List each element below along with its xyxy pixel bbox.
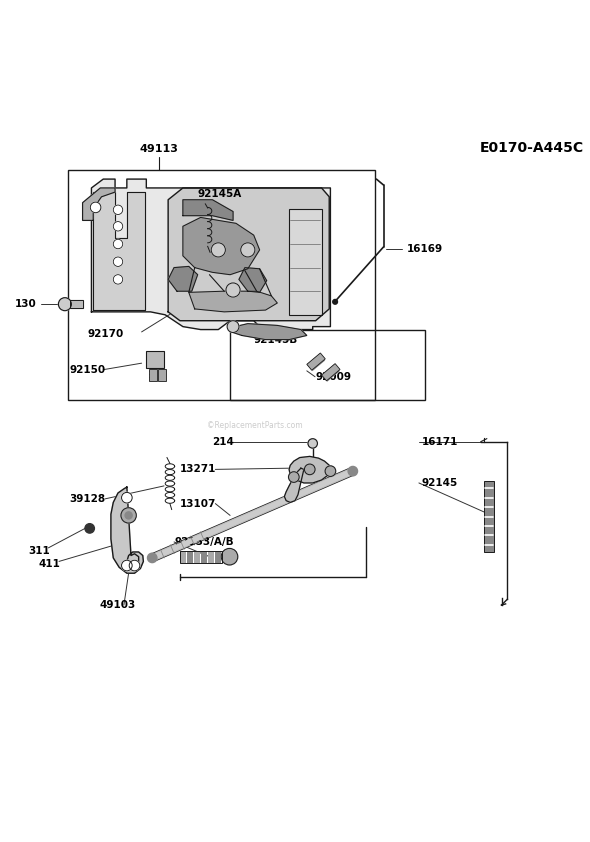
Bar [307,354,320,365]
Bar [201,551,207,562]
Polygon shape [189,291,277,312]
Text: 13271: 13271 [180,465,217,474]
Text: 92009: 92009 [316,372,352,381]
Text: ©ReplacementParts.com: ©ReplacementParts.com [206,421,302,430]
Text: 49103: 49103 [99,600,135,610]
Bar [322,365,335,376]
Bar [194,551,200,562]
Text: 311: 311 [28,546,50,556]
Bar [215,551,221,562]
Bar [326,370,340,381]
Circle shape [113,257,123,266]
Circle shape [121,508,136,523]
Circle shape [333,300,337,304]
Text: 13107: 13107 [180,498,217,509]
Circle shape [325,466,336,477]
Bar [309,355,322,367]
Circle shape [227,321,239,333]
Polygon shape [168,188,329,321]
Polygon shape [91,179,330,335]
Bar [307,353,325,370]
Bar [310,357,324,370]
Polygon shape [183,217,260,274]
Text: 411: 411 [38,559,60,569]
Bar [484,481,494,552]
Circle shape [226,283,240,297]
Circle shape [304,464,315,475]
Circle shape [211,242,225,257]
Circle shape [348,466,358,476]
Bar [180,551,222,562]
Circle shape [58,298,71,311]
Bar [323,366,337,378]
Bar [324,368,339,380]
Circle shape [289,472,299,482]
Polygon shape [230,323,307,339]
Text: 92153/A/B: 92153/A/B [174,537,234,547]
Circle shape [221,548,238,565]
Circle shape [85,524,94,533]
Bar [70,300,83,308]
Circle shape [129,560,140,571]
Circle shape [308,439,317,448]
Text: 49113: 49113 [140,144,179,154]
Polygon shape [168,266,198,291]
Circle shape [113,239,123,248]
Text: E0170-A445C: E0170-A445C [480,141,584,155]
Circle shape [148,553,157,562]
Text: 92145A: 92145A [198,189,242,199]
Polygon shape [83,188,115,221]
Bar [322,364,340,381]
Circle shape [122,560,132,571]
Polygon shape [183,200,233,221]
Bar [187,551,193,562]
Text: 214: 214 [212,437,234,447]
Text: 130: 130 [15,299,37,309]
Bar [158,369,166,381]
Polygon shape [93,192,145,310]
Bar [70,300,83,308]
Text: 16169: 16169 [407,243,443,253]
Bar [230,329,425,400]
Text: 92150: 92150 [70,365,106,375]
Circle shape [113,205,123,215]
Circle shape [122,493,132,503]
Circle shape [113,221,123,231]
Bar [289,209,322,315]
Bar [208,551,214,562]
Circle shape [241,242,255,257]
Polygon shape [239,268,267,292]
Circle shape [125,512,132,519]
Bar [149,369,157,381]
Bar [180,551,186,562]
Bar [68,170,375,400]
Text: 39128: 39128 [70,494,106,504]
Polygon shape [111,487,143,573]
Circle shape [90,202,101,213]
Text: 16171: 16171 [422,437,458,446]
Polygon shape [284,468,304,503]
Text: 92170: 92170 [87,328,123,338]
Text: 92145: 92145 [422,478,458,488]
Polygon shape [289,456,332,483]
Bar [312,360,325,371]
Bar [146,351,164,368]
Circle shape [113,274,123,284]
Text: 92145B: 92145B [254,335,298,345]
